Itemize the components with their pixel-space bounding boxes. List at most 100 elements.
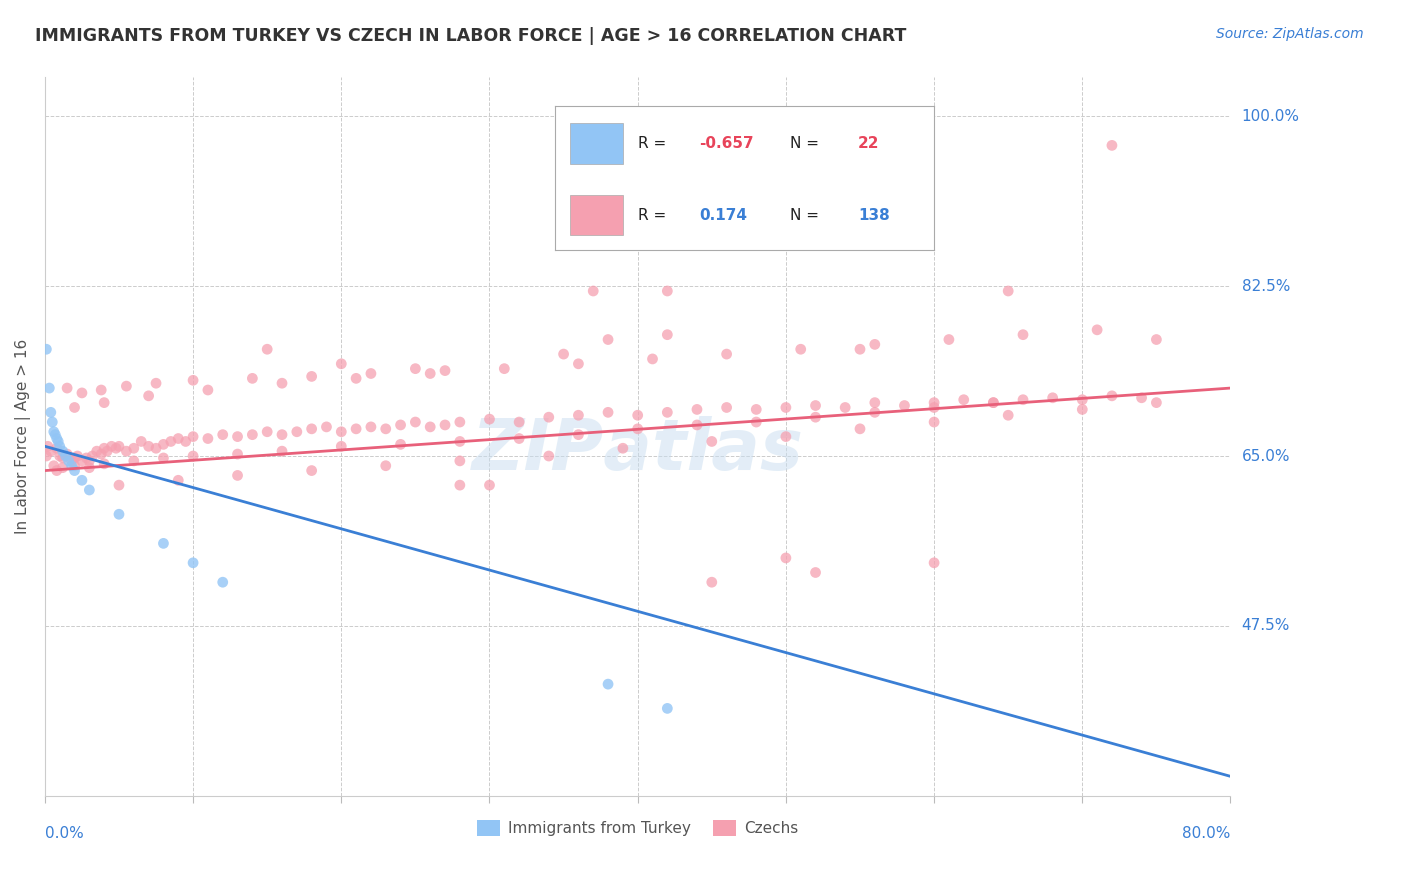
Point bbox=[271, 444, 294, 458]
Point bbox=[60, 454, 83, 468]
Point bbox=[86, 444, 108, 458]
Point bbox=[567, 409, 589, 423]
Point bbox=[45, 442, 67, 456]
Point bbox=[45, 432, 67, 446]
Point bbox=[240, 427, 263, 442]
Point bbox=[1071, 392, 1094, 407]
Point bbox=[160, 434, 183, 449]
Point bbox=[181, 373, 204, 387]
Point bbox=[789, 343, 811, 357]
Point bbox=[657, 284, 679, 298]
Point bbox=[181, 429, 204, 443]
Point bbox=[138, 389, 160, 403]
Point bbox=[93, 395, 115, 409]
Point bbox=[997, 284, 1019, 298]
Legend: Immigrants from Turkey, Czechs: Immigrants from Turkey, Czechs bbox=[471, 814, 804, 842]
Point bbox=[596, 405, 619, 419]
Point bbox=[90, 447, 112, 461]
Point bbox=[567, 427, 589, 442]
Point bbox=[63, 450, 86, 465]
Point bbox=[449, 415, 471, 429]
Text: 47.5%: 47.5% bbox=[1241, 618, 1289, 633]
Point bbox=[38, 381, 60, 395]
Point bbox=[105, 442, 128, 456]
Point bbox=[93, 457, 115, 471]
Point bbox=[716, 401, 738, 415]
Point bbox=[152, 450, 174, 465]
Point bbox=[52, 450, 75, 465]
Point bbox=[344, 371, 367, 385]
Text: IMMIGRANTS FROM TURKEY VS CZECH IN LABOR FORCE | AGE > 16 CORRELATION CHART: IMMIGRANTS FROM TURKEY VS CZECH IN LABOR… bbox=[35, 27, 907, 45]
Point bbox=[39, 405, 62, 419]
Point bbox=[226, 447, 249, 461]
Point bbox=[181, 449, 204, 463]
Point bbox=[478, 478, 501, 492]
Point bbox=[404, 361, 426, 376]
Point bbox=[419, 367, 441, 381]
Point bbox=[404, 415, 426, 429]
Point bbox=[1012, 327, 1035, 342]
Point bbox=[145, 442, 167, 456]
Point bbox=[330, 357, 353, 371]
Text: Source: ZipAtlas.com: Source: ZipAtlas.com bbox=[1216, 27, 1364, 41]
Point bbox=[804, 399, 827, 413]
Point bbox=[922, 401, 945, 415]
Point bbox=[330, 439, 353, 453]
Point bbox=[285, 425, 308, 439]
Point bbox=[315, 420, 337, 434]
Point bbox=[256, 343, 278, 357]
Point bbox=[478, 412, 501, 426]
Point bbox=[79, 483, 101, 497]
Point bbox=[226, 429, 249, 443]
Point bbox=[301, 369, 323, 384]
Point bbox=[612, 442, 634, 456]
Point bbox=[240, 371, 263, 385]
Point bbox=[211, 427, 233, 442]
Point bbox=[174, 434, 197, 449]
Point bbox=[360, 367, 382, 381]
Point bbox=[271, 376, 294, 391]
Point bbox=[52, 444, 75, 458]
Point bbox=[100, 439, 122, 453]
Point bbox=[301, 422, 323, 436]
Point bbox=[70, 454, 93, 468]
Point bbox=[657, 327, 679, 342]
Y-axis label: In Labor Force | Age > 16: In Labor Force | Age > 16 bbox=[15, 339, 31, 534]
Point bbox=[804, 410, 827, 425]
Point bbox=[922, 395, 945, 409]
Point bbox=[627, 422, 650, 436]
Point bbox=[657, 701, 679, 715]
Point bbox=[863, 405, 886, 419]
Point bbox=[56, 447, 79, 461]
Point bbox=[70, 385, 93, 400]
Point bbox=[48, 449, 70, 463]
Text: 0.0%: 0.0% bbox=[45, 826, 83, 841]
Text: ZIP​atlas: ZIP​atlas bbox=[471, 417, 804, 485]
Point bbox=[641, 351, 664, 366]
Point bbox=[330, 425, 353, 439]
Point bbox=[42, 425, 65, 439]
Point bbox=[167, 473, 190, 487]
Point bbox=[63, 401, 86, 415]
Point bbox=[37, 439, 59, 453]
Point bbox=[122, 454, 145, 468]
Point bbox=[1085, 323, 1108, 337]
Point bbox=[70, 473, 93, 487]
Point bbox=[115, 379, 138, 393]
Point bbox=[922, 415, 945, 429]
Point bbox=[686, 402, 709, 417]
Point bbox=[1042, 391, 1064, 405]
Point bbox=[52, 460, 75, 475]
Point bbox=[849, 343, 872, 357]
Text: 82.5%: 82.5% bbox=[1241, 278, 1289, 293]
Point bbox=[301, 464, 323, 478]
Point bbox=[42, 458, 65, 473]
Point bbox=[82, 449, 104, 463]
Point bbox=[152, 536, 174, 550]
Point bbox=[45, 464, 67, 478]
Point bbox=[983, 395, 1005, 409]
Point bbox=[508, 432, 530, 446]
Point bbox=[226, 468, 249, 483]
Point bbox=[197, 432, 219, 446]
Point bbox=[60, 458, 83, 473]
